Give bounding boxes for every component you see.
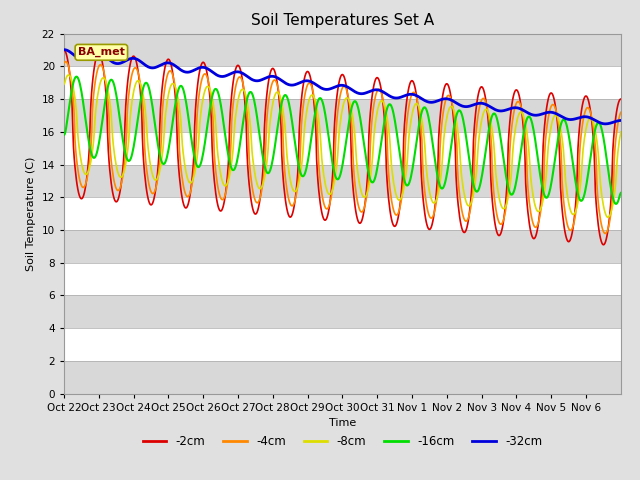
-4cm <box>60 60 68 66</box>
Bar <box>64 165 621 197</box>
-4cm <box>256 195 264 201</box>
-8cm <box>604 215 612 220</box>
-8cm <box>256 186 264 192</box>
-32cm <box>255 78 263 84</box>
Line: -2cm: -2cm <box>64 50 621 245</box>
-16cm <box>256 135 264 141</box>
-32cm <box>400 93 408 99</box>
-8cm <box>228 153 236 159</box>
-32cm <box>617 118 625 123</box>
Line: -32cm: -32cm <box>64 49 621 124</box>
-16cm <box>401 178 408 184</box>
-16cm <box>612 201 620 207</box>
-8cm <box>60 82 68 87</box>
-16cm <box>72 74 80 80</box>
-2cm <box>400 134 408 140</box>
-8cm <box>277 97 285 103</box>
-4cm <box>61 59 69 64</box>
-4cm <box>602 230 609 236</box>
Line: -4cm: -4cm <box>64 61 621 233</box>
-8cm <box>401 182 408 188</box>
-2cm <box>125 66 133 72</box>
-32cm <box>431 99 439 105</box>
Bar <box>64 361 621 394</box>
Bar <box>64 66 621 99</box>
-2cm <box>617 96 625 102</box>
-32cm <box>60 47 68 52</box>
-32cm <box>602 121 609 127</box>
Y-axis label: Soil Temperature (C): Soil Temperature (C) <box>26 156 36 271</box>
-8cm <box>432 199 440 204</box>
-2cm <box>600 242 607 248</box>
Bar <box>64 295 621 328</box>
Title: Soil Temperatures Set A: Soil Temperatures Set A <box>251 13 434 28</box>
-4cm <box>401 167 408 172</box>
-32cm <box>276 77 284 83</box>
Line: -16cm: -16cm <box>64 77 621 204</box>
-4cm <box>228 109 236 115</box>
Text: BA_met: BA_met <box>78 47 125 58</box>
-16cm <box>432 162 440 168</box>
-4cm <box>617 109 625 115</box>
-2cm <box>228 92 236 97</box>
Bar <box>64 132 621 165</box>
Legend: -2cm, -4cm, -8cm, -16cm, -32cm: -2cm, -4cm, -8cm, -16cm, -32cm <box>138 430 547 453</box>
-2cm <box>431 204 439 210</box>
-16cm <box>60 132 68 138</box>
Line: -8cm: -8cm <box>64 75 621 217</box>
-8cm <box>65 72 72 78</box>
Bar <box>64 197 621 230</box>
-2cm <box>60 47 68 53</box>
-16cm <box>617 190 625 196</box>
-8cm <box>617 129 625 135</box>
X-axis label: Time: Time <box>329 418 356 428</box>
-16cm <box>277 103 285 109</box>
-32cm <box>125 56 133 62</box>
-4cm <box>277 105 285 110</box>
-2cm <box>276 111 284 117</box>
Bar <box>64 263 621 295</box>
-16cm <box>228 167 236 173</box>
Bar <box>64 230 621 263</box>
-4cm <box>126 82 134 87</box>
Bar <box>64 99 621 132</box>
Bar <box>64 328 621 361</box>
-4cm <box>432 203 440 209</box>
-8cm <box>126 116 134 122</box>
-32cm <box>228 70 236 76</box>
-16cm <box>126 157 134 163</box>
-2cm <box>255 201 263 206</box>
Bar <box>64 34 621 66</box>
